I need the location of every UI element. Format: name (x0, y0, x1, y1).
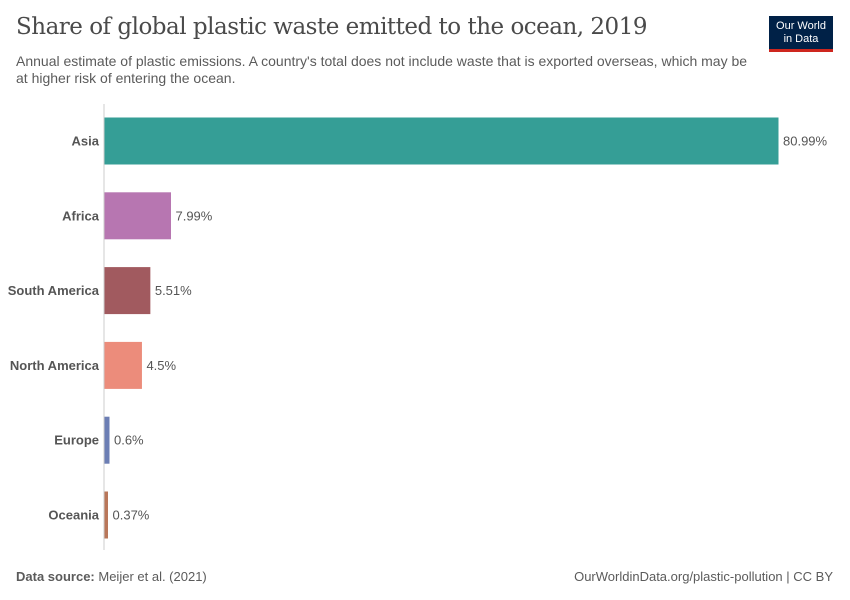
value-label: 0.37% (113, 508, 150, 523)
bar-south-america[interactable] (104, 267, 151, 315)
value-label: 4.5% (146, 358, 176, 373)
category-label: Africa (62, 208, 100, 223)
bar-north-america[interactable] (104, 341, 142, 389)
value-label: 80.99% (783, 134, 828, 149)
logo-line2: in Data (783, 33, 819, 45)
category-label: Europe (54, 433, 99, 448)
value-label: 7.99% (175, 208, 212, 223)
chart-title: Share of global plastic waste emitted to… (16, 14, 647, 40)
category-label: South America (8, 283, 100, 298)
bar-asia[interactable] (104, 117, 779, 165)
bar-europe[interactable] (104, 416, 110, 464)
value-label: 5.51% (155, 283, 192, 298)
source-label: Data source: (16, 569, 95, 584)
bar-oceania[interactable] (104, 491, 109, 539)
category-label: Asia (72, 134, 100, 149)
source-text[interactable]: Meijer et al. (2021) (98, 569, 207, 584)
category-label: Oceania (48, 508, 99, 523)
category-label: North America (10, 358, 100, 373)
value-label: 0.6% (114, 433, 144, 448)
source-url[interactable]: OurWorldinData.org/plastic-pollution | C… (574, 569, 833, 584)
data-source: Data source: Meijer et al. (2021) (16, 569, 207, 584)
logo-line1: Our World (776, 20, 826, 32)
chart-subtitle: Annual estimate of plastic emissions. A … (16, 53, 748, 86)
bar-africa[interactable] (104, 192, 171, 240)
owid-logo[interactable]: Our World in Data (769, 16, 833, 52)
